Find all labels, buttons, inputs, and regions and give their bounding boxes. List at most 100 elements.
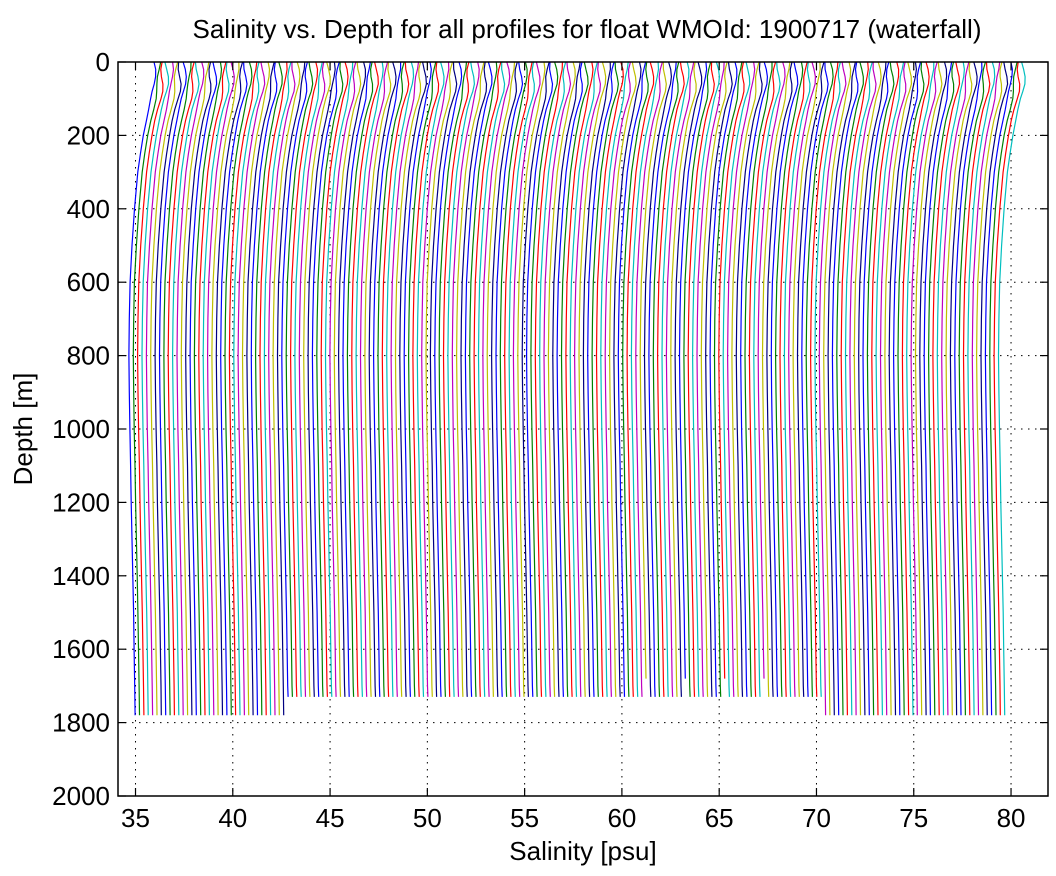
x-axis-label: Salinity [psu] bbox=[509, 836, 656, 866]
profile-line bbox=[464, 61, 493, 697]
profile-line bbox=[150, 61, 179, 716]
profile-line bbox=[407, 61, 437, 697]
x-tick-label: 45 bbox=[316, 803, 345, 833]
profile-line bbox=[355, 61, 384, 697]
profile-line bbox=[744, 62, 773, 697]
profile-line bbox=[386, 61, 415, 697]
profile-line bbox=[525, 61, 554, 697]
profile-line bbox=[919, 61, 948, 716]
profile-line bbox=[656, 61, 685, 697]
profile-line bbox=[975, 61, 1003, 716]
profile-line bbox=[879, 61, 907, 716]
profile-line bbox=[145, 61, 175, 716]
profile-line bbox=[281, 61, 308, 697]
profile-line bbox=[185, 61, 212, 716]
profile-line bbox=[892, 61, 922, 716]
x-tick-label: 40 bbox=[218, 803, 247, 833]
profile-line bbox=[823, 61, 852, 716]
profile-line bbox=[512, 61, 541, 697]
profile-line bbox=[416, 61, 445, 697]
profile-line bbox=[193, 61, 223, 716]
profile-line bbox=[980, 61, 1009, 716]
profile-line bbox=[198, 61, 227, 716]
profile-line bbox=[997, 61, 1026, 716]
x-tick-label: 70 bbox=[802, 803, 831, 833]
profile-line bbox=[421, 61, 450, 697]
profile-line bbox=[359, 61, 389, 697]
profile-line bbox=[534, 61, 563, 697]
y-tick-label: 1800 bbox=[52, 708, 110, 738]
x-tick-label: 80 bbox=[997, 803, 1026, 833]
profile-line bbox=[569, 61, 598, 697]
profile-line bbox=[128, 61, 157, 716]
profile-line bbox=[993, 61, 1021, 716]
profile-line bbox=[372, 62, 402, 697]
x-tick-label: 75 bbox=[899, 803, 928, 833]
x-tick-label: 55 bbox=[510, 803, 539, 833]
profile-line bbox=[884, 61, 913, 716]
profile-line bbox=[351, 61, 379, 697]
profile-line bbox=[652, 61, 680, 697]
profile-line bbox=[163, 61, 192, 716]
profile-line bbox=[268, 61, 296, 716]
y-tick-label: 1200 bbox=[52, 487, 110, 517]
profile-line bbox=[543, 61, 572, 697]
profile-line bbox=[455, 61, 485, 697]
profile-line bbox=[482, 61, 511, 697]
profile-line bbox=[840, 61, 869, 716]
profile-line bbox=[766, 61, 793, 697]
profile-line bbox=[989, 61, 1018, 716]
profile-line bbox=[731, 61, 760, 697]
profile-line bbox=[132, 61, 162, 716]
profile-line bbox=[639, 61, 667, 679]
x-tick-label: 50 bbox=[413, 803, 442, 833]
profile-line bbox=[504, 61, 533, 697]
profile-line bbox=[757, 61, 786, 679]
profile-line bbox=[176, 61, 205, 716]
profile-line bbox=[215, 61, 244, 716]
chart-title: Salinity vs. Depth for all profiles for … bbox=[193, 14, 982, 44]
profile-line bbox=[285, 61, 314, 697]
profile-line bbox=[971, 61, 1001, 716]
x-tick-label: 60 bbox=[607, 803, 636, 833]
profile-line bbox=[604, 61, 631, 697]
profile-line bbox=[665, 61, 695, 697]
profile-line bbox=[241, 61, 271, 716]
profile-line bbox=[696, 61, 725, 697]
profile-line bbox=[932, 61, 961, 716]
profile-line bbox=[718, 61, 745, 679]
profile-line bbox=[809, 61, 839, 697]
profile-line bbox=[691, 61, 721, 697]
y-tick-label: 0 bbox=[96, 47, 110, 77]
profile-line bbox=[254, 61, 283, 716]
profile-line bbox=[233, 61, 260, 716]
profile-line bbox=[259, 61, 288, 716]
profile-line bbox=[337, 61, 366, 697]
profile-line bbox=[237, 61, 266, 716]
profile-line bbox=[311, 61, 340, 697]
profile-line bbox=[962, 61, 991, 716]
profile-line bbox=[735, 61, 763, 697]
profile-line bbox=[556, 61, 583, 697]
profile-line bbox=[377, 61, 405, 697]
profile-line bbox=[801, 61, 829, 697]
profile-line bbox=[329, 61, 357, 697]
profile-line bbox=[783, 61, 811, 697]
profile-line bbox=[390, 61, 420, 697]
profile-line bbox=[831, 61, 859, 716]
profile-line bbox=[246, 61, 275, 716]
profile-line bbox=[700, 61, 728, 697]
y-tick-label: 1400 bbox=[52, 561, 110, 591]
profile-line bbox=[381, 61, 410, 697]
y-tick-label: 1600 bbox=[52, 634, 110, 664]
profile-line bbox=[888, 61, 918, 716]
profile-line bbox=[469, 61, 498, 697]
y-tick-label: 200 bbox=[67, 120, 110, 150]
profile-line bbox=[774, 61, 804, 697]
profile-line bbox=[521, 61, 550, 697]
profile-line bbox=[333, 61, 362, 697]
profile-line bbox=[324, 61, 354, 697]
profile-line bbox=[836, 61, 864, 716]
profile-line bbox=[303, 61, 331, 697]
